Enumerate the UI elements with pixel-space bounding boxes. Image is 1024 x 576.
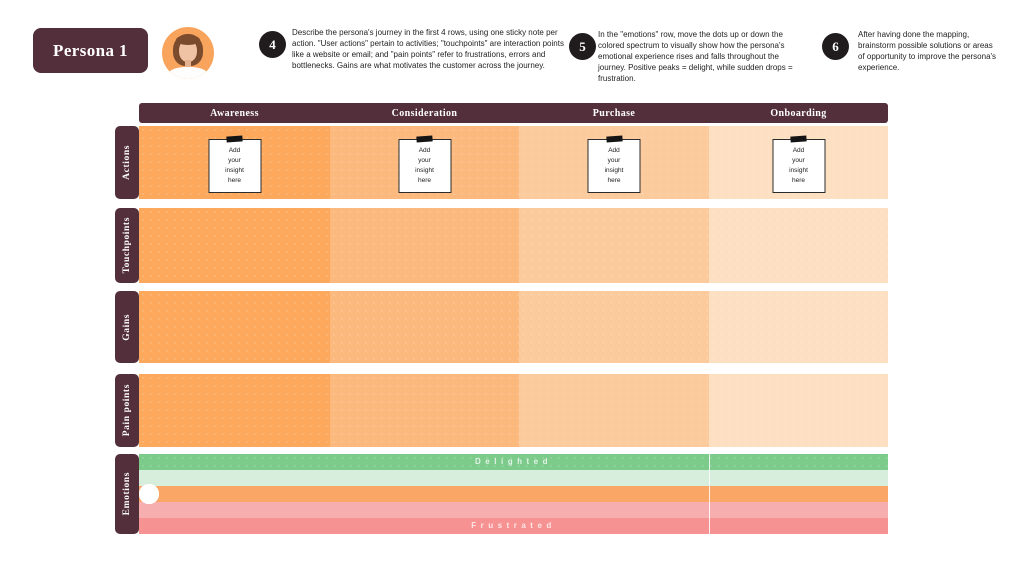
step-6-number: 6 — [832, 38, 839, 54]
delighted-label: Delighted — [475, 457, 552, 466]
step-4-number: 4 — [269, 36, 276, 52]
gains-row — [139, 291, 888, 363]
persona-avatar — [162, 27, 214, 79]
actions-onboarding-cell[interactable]: Add your insight here — [709, 126, 888, 199]
row-label-gains: Gains — [115, 291, 139, 363]
avatar-shirt-shape — [169, 67, 207, 79]
pain-points-onboarding-cell[interactable] — [709, 374, 888, 447]
actions-purchase-cell[interactable]: Add your insight here — [519, 126, 709, 199]
step-5-badge: 5 — [569, 33, 596, 60]
pain-points-row — [139, 374, 888, 447]
tape-icon — [790, 135, 807, 143]
gains-consideration-cell[interactable] — [330, 291, 519, 363]
emotion-band-delighted: Delighted — [139, 454, 888, 470]
step-4-badge: 4 — [259, 31, 286, 58]
step-4-instructions: Describe the persona's journey in the fi… — [292, 28, 564, 70]
sticky-note[interactable]: Add your insight here — [772, 135, 825, 193]
sticky-note[interactable]: Add your insight here — [587, 135, 641, 193]
column-header-purchase: Purchase — [592, 107, 636, 119]
frustrated-label: Frustrated — [471, 521, 556, 530]
tape-icon — [605, 135, 623, 143]
gains-awareness-cell[interactable] — [139, 291, 330, 363]
step-6-instructions: After having done the mapping, brainstor… — [858, 30, 997, 72]
sticky-note-text: Add your insight here — [225, 146, 244, 185]
step-5-instructions: In the "emotions" row, move the dots up … — [598, 30, 793, 83]
touchpoints-purchase-cell[interactable] — [519, 208, 709, 283]
step-6-badge: 6 — [822, 33, 849, 60]
row-label-touchpoints: Touchpoints — [115, 208, 139, 283]
column-seam-divider — [709, 454, 710, 534]
emotions-spectrum: Delighted Frustrated — [139, 454, 888, 534]
emotion-band-frustrated: Frustrated — [139, 518, 888, 534]
persona-chip[interactable]: Persona 1 — [33, 28, 148, 73]
sticky-note[interactable]: Add your insight here — [398, 135, 451, 193]
step-5-number: 5 — [579, 38, 586, 54]
sticky-note-text: Add your insight here — [604, 146, 624, 185]
sticky-note-text: Add your insight here — [415, 146, 434, 185]
actions-awareness-cell[interactable]: Add your insight here — [139, 126, 330, 199]
pain-points-consideration-cell[interactable] — [330, 374, 519, 447]
sticky-note[interactable]: Add your insight here — [208, 135, 261, 193]
column-header-awareness: Awareness — [210, 107, 259, 119]
row-label-pain-points: Pain points — [115, 374, 139, 447]
pain-points-purchase-cell[interactable] — [519, 374, 709, 447]
column-header-onboarding: Onboarding — [770, 107, 827, 119]
touchpoints-onboarding-cell[interactable] — [709, 208, 888, 283]
actions-row: Add your insight here Add your insight h… — [139, 126, 888, 199]
touchpoints-awareness-cell[interactable] — [139, 208, 330, 283]
tape-icon — [416, 135, 433, 143]
touchpoints-consideration-cell[interactable] — [330, 208, 519, 283]
actions-consideration-cell[interactable]: Add your insight here — [330, 126, 519, 199]
emotion-dot-onboarding[interactable] — [139, 484, 159, 504]
row-label-actions: Actions — [115, 126, 139, 199]
column-header-bar: Awareness Consideration Purchase Onboard… — [139, 103, 888, 123]
emotion-band-pleased — [139, 470, 888, 486]
emotion-band-unhappy — [139, 502, 888, 518]
avatar-neck-shape — [185, 60, 191, 68]
emotion-band-neutral — [139, 486, 888, 502]
row-label-emotions: Emotions — [115, 454, 139, 534]
avatar-fringe-shape — [176, 35, 200, 45]
gains-purchase-cell[interactable] — [519, 291, 709, 363]
touchpoints-row — [139, 208, 888, 283]
pain-points-awareness-cell[interactable] — [139, 374, 330, 447]
sticky-note-text: Add your insight here — [789, 146, 808, 185]
gains-onboarding-cell[interactable] — [709, 291, 888, 363]
persona-name: Persona 1 — [53, 40, 128, 60]
column-header-consideration: Consideration — [391, 107, 458, 119]
tape-icon — [226, 135, 243, 143]
